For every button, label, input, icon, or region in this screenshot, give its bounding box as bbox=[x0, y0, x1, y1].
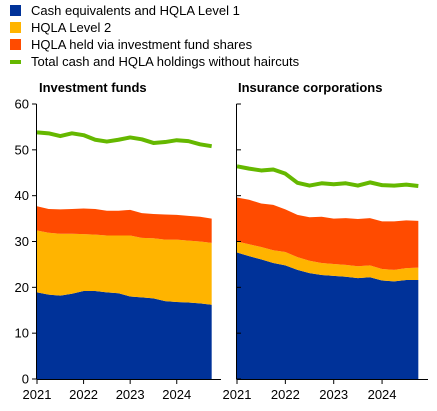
legend-label: Total cash and HQLA holdings without hai… bbox=[31, 54, 300, 69]
panel-title: Insurance corporations bbox=[238, 80, 382, 95]
line-series bbox=[236, 164, 419, 189]
legend-item: Cash equivalents and HQLA Level 1 bbox=[10, 2, 299, 19]
x-tick-label: 2022 bbox=[69, 387, 98, 402]
legend-swatch bbox=[10, 39, 21, 50]
legend-swatch bbox=[10, 22, 21, 33]
y-tick-label: 10 bbox=[15, 326, 29, 341]
x-tick-label: 2023 bbox=[319, 387, 348, 402]
legend-item: HQLA Level 2 bbox=[10, 19, 299, 36]
area-series bbox=[37, 206, 212, 243]
legend-label: Cash equivalents and HQLA Level 1 bbox=[31, 3, 240, 18]
panel-investment-funds: 2021 2022 2023 2024 0 10 20 30 40 50 60 Investment … bbox=[15, 80, 221, 402]
y-tick-label: 30 bbox=[15, 234, 29, 249]
area-series bbox=[37, 230, 212, 305]
area-series bbox=[237, 252, 419, 379]
y-tick-label: 50 bbox=[15, 142, 29, 157]
legend-swatch bbox=[10, 5, 21, 16]
legend-swatch bbox=[10, 59, 21, 64]
legend: Cash equivalents and HQLA Level 1 HQLA Le… bbox=[10, 2, 299, 70]
legend-item: Total cash and HQLA holdings without hai… bbox=[10, 53, 299, 70]
x-tick-label: 2021 bbox=[223, 387, 252, 402]
legend-label: HQLA held via investment fund shares bbox=[31, 37, 253, 52]
x-tick-label: 2022 bbox=[271, 387, 300, 402]
area-series bbox=[37, 291, 212, 379]
panel-insurance-corporations: 2021 2022 2023 2024 Insurance corporations bbox=[223, 80, 428, 402]
x-tick-label: 2024 bbox=[368, 387, 397, 402]
area-series bbox=[237, 241, 419, 282]
y-tick-label: 40 bbox=[15, 188, 29, 203]
x-tick-label: 2024 bbox=[162, 387, 191, 402]
x-tick-label: 2021 bbox=[23, 387, 52, 402]
area-series bbox=[237, 197, 419, 270]
y-tick-label: 60 bbox=[15, 97, 29, 112]
legend-item: HQLA held via investment fund shares bbox=[10, 36, 299, 53]
panel-title: Investment funds bbox=[39, 80, 147, 95]
y-tick-label: 0 bbox=[22, 372, 29, 387]
x-tick-label: 2023 bbox=[116, 387, 145, 402]
line-series bbox=[36, 130, 212, 149]
legend-label: HQLA Level 2 bbox=[31, 20, 112, 35]
y-tick-label: 20 bbox=[15, 280, 29, 295]
